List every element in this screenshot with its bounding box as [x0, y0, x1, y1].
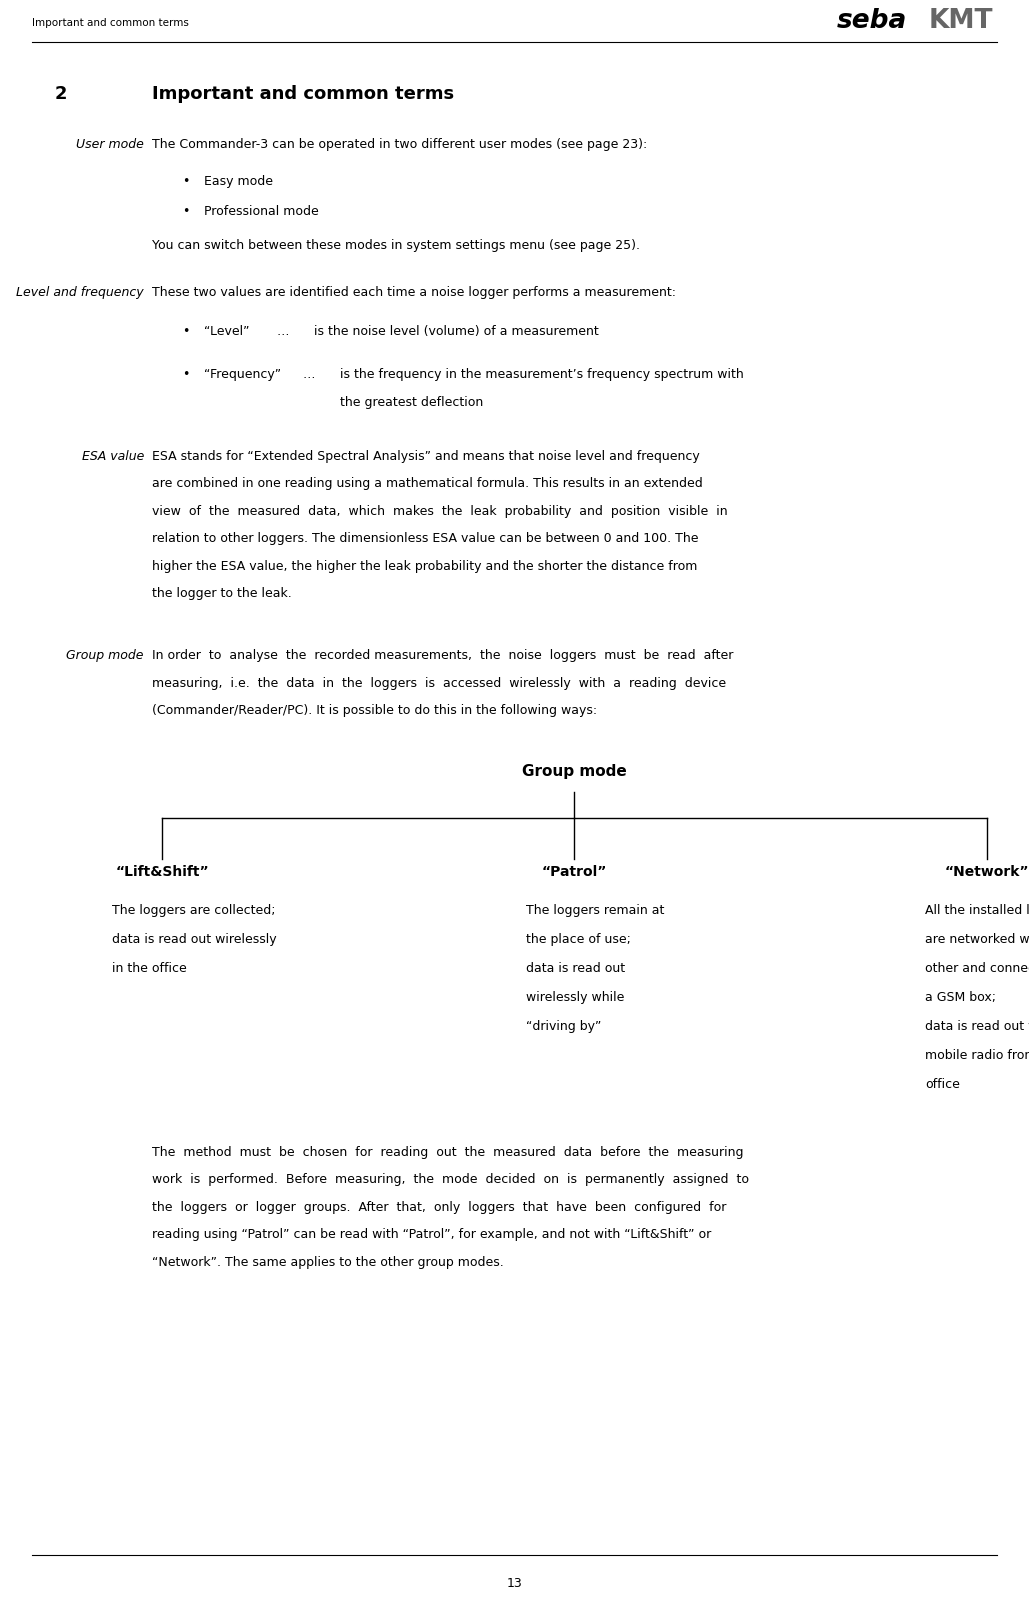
Text: is the frequency in the measurement’s frequency spectrum with: is the frequency in the measurement’s fr…: [340, 367, 744, 382]
Text: The  method  must  be  chosen  for  reading  out  the  measured  data  before  t: The method must be chosen for reading ou…: [152, 1145, 744, 1159]
Text: a GSM box;: a GSM box;: [925, 990, 996, 1005]
Text: view  of  the  measured  data,  which  makes  the  leak  probability  and  posit: view of the measured data, which makes t…: [152, 505, 728, 517]
Text: data is read out: data is read out: [527, 961, 626, 974]
Text: Group mode: Group mode: [67, 650, 144, 663]
Text: •: •: [182, 367, 189, 382]
Text: •: •: [182, 326, 189, 339]
Text: The loggers remain at: The loggers remain at: [527, 904, 665, 917]
Text: office: office: [925, 1078, 960, 1091]
Text: reading using “Patrol” can be read with “Patrol”, for example, and not with “Lif: reading using “Patrol” can be read with …: [152, 1228, 711, 1241]
Text: •: •: [182, 174, 189, 187]
Text: mobile radio from the: mobile radio from the: [925, 1049, 1029, 1062]
Text: The loggers are collected;: The loggers are collected;: [112, 904, 276, 917]
Text: 2: 2: [55, 85, 68, 102]
Text: ESA stands for “Extended Spectral Analysis” and means that noise level and frequ: ESA stands for “Extended Spectral Analys…: [152, 450, 700, 463]
Text: “Network”. The same applies to the other group modes.: “Network”. The same applies to the other…: [152, 1255, 504, 1268]
Text: All the installed loggers: All the installed loggers: [925, 904, 1029, 917]
Text: Important and common terms: Important and common terms: [32, 18, 189, 29]
Text: other and connected to: other and connected to: [925, 961, 1029, 974]
Text: ESA value: ESA value: [81, 450, 144, 463]
Text: are combined in one reading using a mathematical formula. This results in an ext: are combined in one reading using a math…: [152, 478, 703, 490]
Text: (Commander/Reader/PC). It is possible to do this in the following ways:: (Commander/Reader/PC). It is possible to…: [152, 704, 597, 717]
Text: You can switch between these modes in system settings menu (see page 25).: You can switch between these modes in sy…: [152, 240, 640, 252]
Text: User mode: User mode: [76, 137, 144, 152]
Text: …: …: [301, 367, 315, 382]
Text: Easy mode: Easy mode: [204, 174, 273, 187]
Text: •: •: [182, 204, 189, 217]
Text: Level and frequency: Level and frequency: [16, 286, 144, 299]
Text: work  is  performed.  Before  measuring,  the  mode  decided  on  is  permanentl: work is performed. Before measuring, the…: [152, 1174, 749, 1187]
Text: the greatest deflection: the greatest deflection: [340, 396, 484, 409]
Text: are networked with each: are networked with each: [925, 933, 1029, 945]
Text: Professional mode: Professional mode: [204, 204, 319, 217]
Text: “Patrol”: “Patrol”: [542, 866, 607, 878]
Text: In order  to  analyse  the  recorded measurements,  the  noise  loggers  must  b: In order to analyse the recorded measure…: [152, 650, 734, 663]
Text: These two values are identified each time a noise logger performs a measurement:: These two values are identified each tim…: [152, 286, 676, 299]
Text: seba: seba: [837, 8, 908, 34]
Text: 13: 13: [506, 1576, 523, 1591]
Text: relation to other loggers. The dimensionless ESA value can be between 0 and 100.: relation to other loggers. The dimension…: [152, 532, 699, 545]
Text: Important and common terms: Important and common terms: [152, 85, 454, 102]
Text: “Frequency”: “Frequency”: [204, 367, 281, 382]
Text: is the noise level (volume) of a measurement: is the noise level (volume) of a measure…: [314, 326, 599, 339]
Text: …: …: [276, 326, 288, 339]
Text: “driving by”: “driving by”: [527, 1020, 602, 1033]
Text: “Level”: “Level”: [204, 326, 249, 339]
Text: wirelessly while: wirelessly while: [527, 990, 625, 1005]
Text: higher the ESA value, the higher the leak probability and the shorter the distan: higher the ESA value, the higher the lea…: [152, 561, 698, 573]
Text: the  loggers  or  logger  groups.  After  that,  only  loggers  that  have  been: the loggers or logger groups. After that…: [152, 1201, 726, 1214]
Text: the place of use;: the place of use;: [527, 933, 632, 945]
Text: Group mode: Group mode: [522, 763, 627, 779]
Text: data is read out via: data is read out via: [925, 1020, 1029, 1033]
Text: KMT: KMT: [929, 8, 994, 34]
Text: measuring,  i.e.  the  data  in  the  loggers  is  accessed  wirelessly  with  a: measuring, i.e. the data in the loggers …: [152, 677, 726, 690]
Text: data is read out wirelessly: data is read out wirelessly: [112, 933, 277, 945]
Text: “Network”: “Network”: [945, 866, 1029, 878]
Text: in the office: in the office: [112, 961, 186, 974]
Text: the logger to the leak.: the logger to the leak.: [152, 588, 292, 600]
Text: “Lift&Shift”: “Lift&Shift”: [115, 866, 209, 878]
Text: The Commander-3 can be operated in two different user modes (see page 23):: The Commander-3 can be operated in two d…: [152, 137, 647, 152]
